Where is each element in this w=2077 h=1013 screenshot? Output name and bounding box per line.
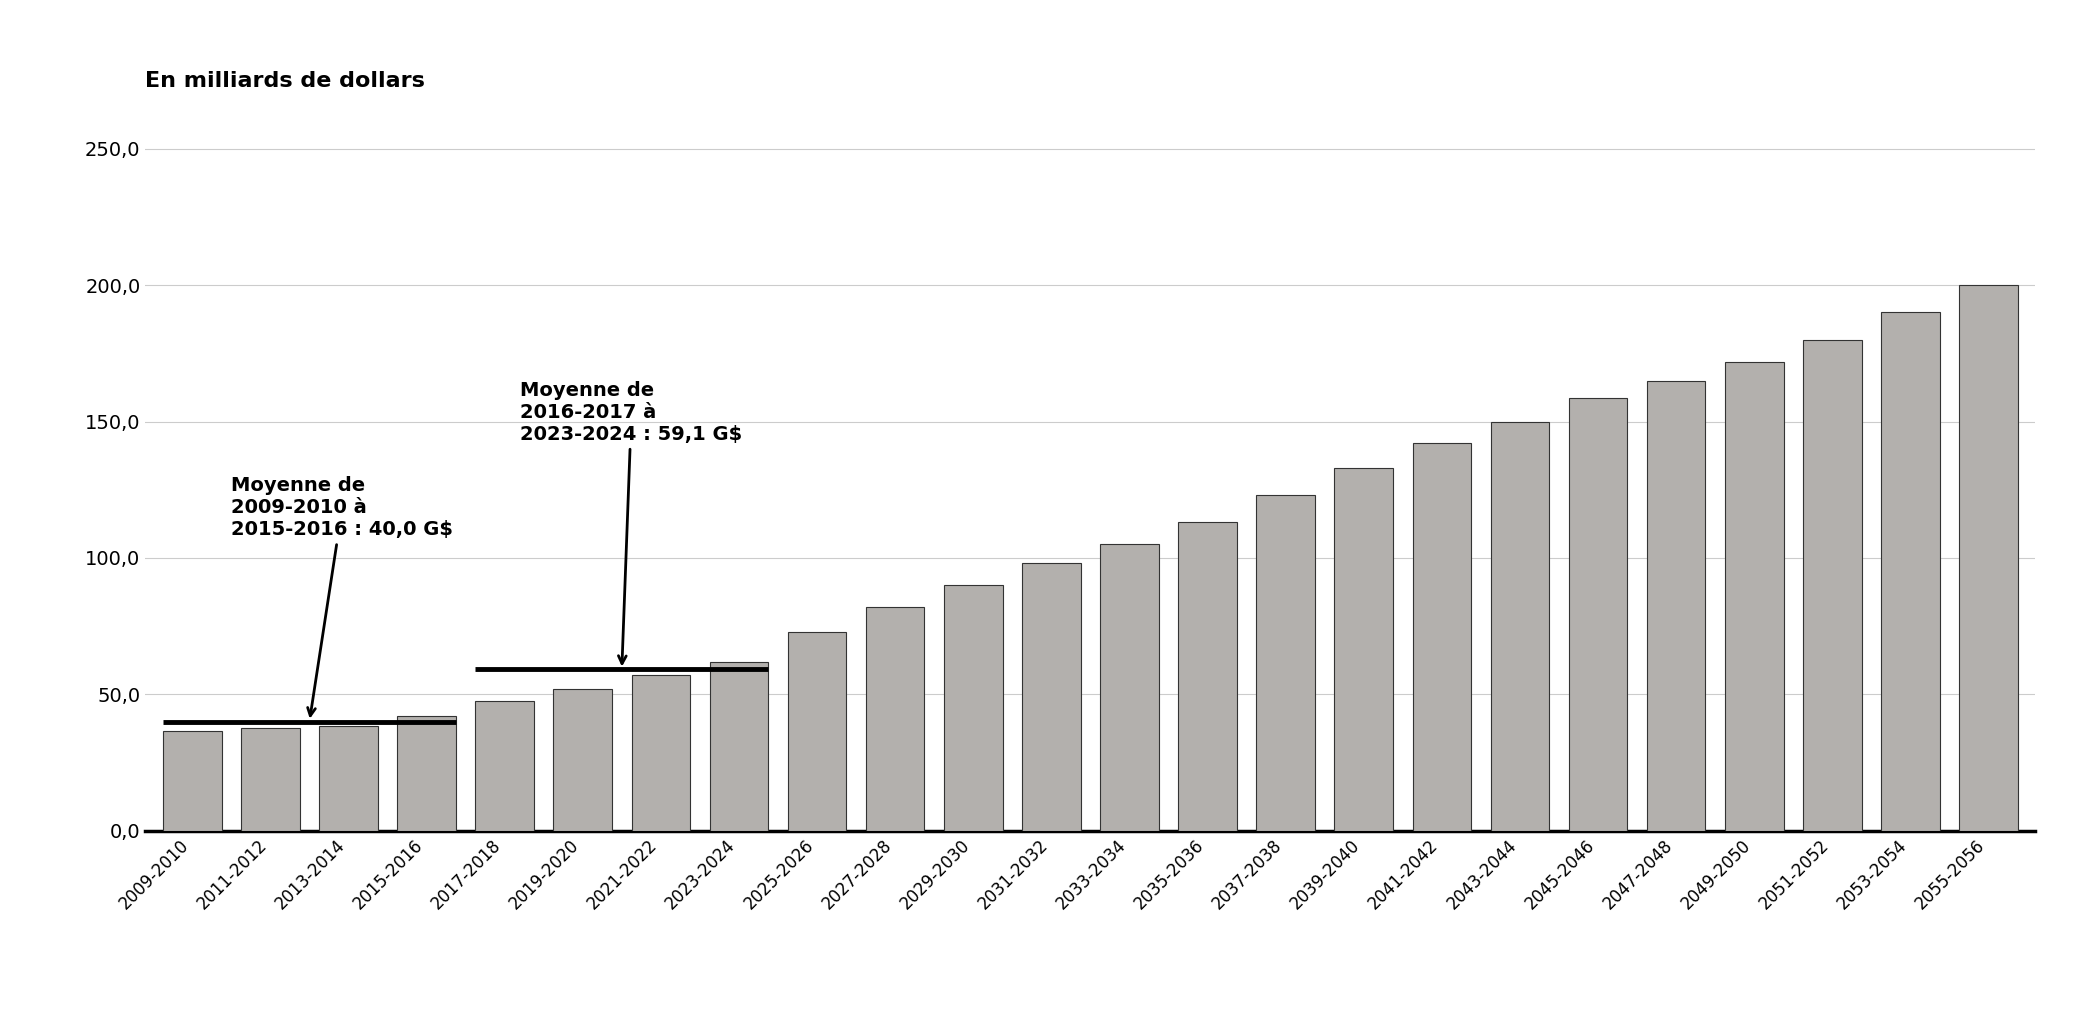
Bar xyxy=(1336,468,1394,831)
Text: En milliards de dollars: En milliards de dollars xyxy=(145,71,426,91)
Bar xyxy=(1568,398,1628,831)
Bar xyxy=(1101,544,1159,831)
Bar xyxy=(162,731,222,831)
Bar xyxy=(552,689,613,831)
Bar xyxy=(1803,339,1861,831)
Bar xyxy=(1022,563,1080,831)
Bar xyxy=(320,725,378,831)
Bar xyxy=(1178,523,1238,831)
Bar xyxy=(241,728,299,831)
Bar xyxy=(787,631,845,831)
Text: Moyenne de
2016-2017 à
2023-2024 : 59,1 G$: Moyenne de 2016-2017 à 2023-2024 : 59,1 … xyxy=(519,381,744,664)
Bar xyxy=(1726,362,1784,831)
Bar xyxy=(1882,312,1940,831)
Bar xyxy=(397,716,455,831)
Bar xyxy=(1491,421,1549,831)
Bar xyxy=(943,586,1003,831)
Bar xyxy=(1412,444,1471,831)
Bar xyxy=(710,661,768,831)
Bar xyxy=(476,701,534,831)
Bar xyxy=(631,676,690,831)
Bar xyxy=(1257,495,1315,831)
Bar xyxy=(1647,381,1705,831)
Bar xyxy=(866,607,924,831)
Text: Moyenne de
2009-2010 à
2015-2016 : 40,0 G$: Moyenne de 2009-2010 à 2015-2016 : 40,0 … xyxy=(231,476,453,716)
Bar xyxy=(1959,286,2019,831)
